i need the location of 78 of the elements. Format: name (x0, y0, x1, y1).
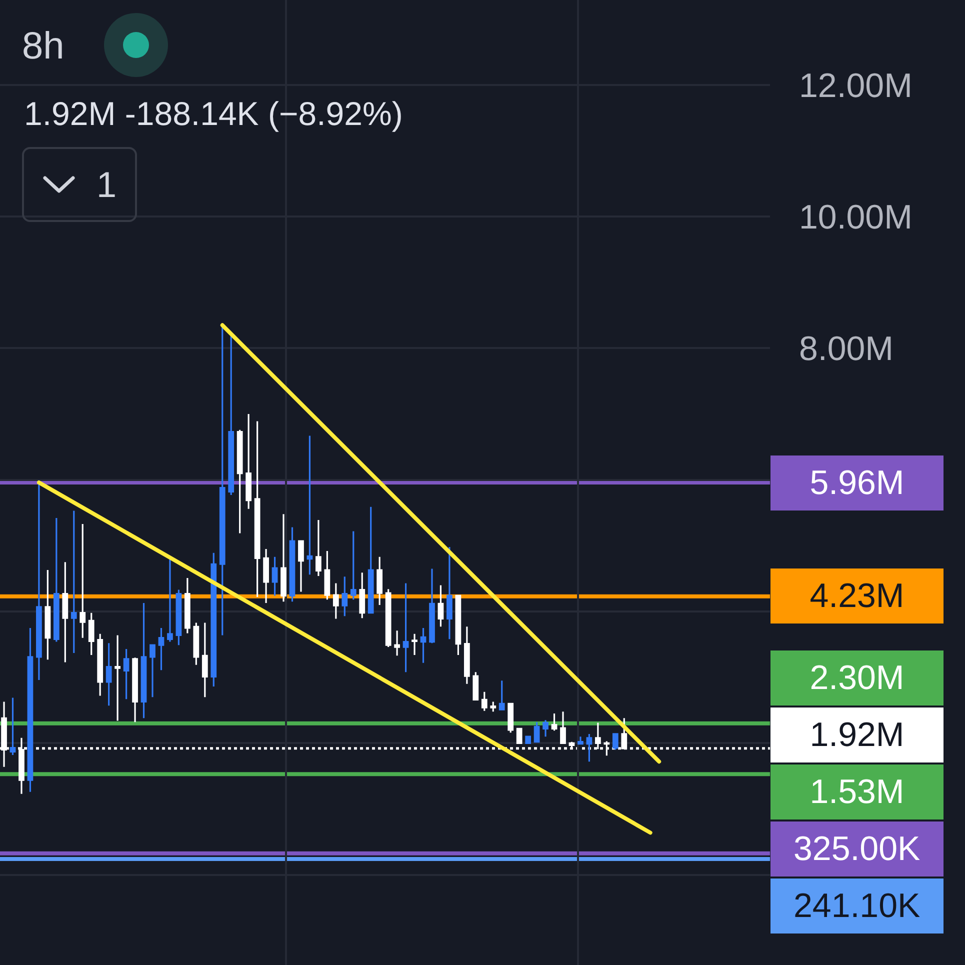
candlestick (27, 627, 34, 793)
candlestick (525, 736, 531, 745)
ref-line-label: 4.23M (810, 577, 904, 615)
candlestick (236, 429, 243, 534)
candlestick (446, 546, 452, 640)
candlestick (376, 556, 383, 606)
candlestick (140, 602, 147, 719)
ref-line-label: 1.92M (810, 716, 904, 754)
text: 8h (22, 25, 64, 68)
text: 1.92M -188.14K (−8.92%) (24, 95, 403, 132)
ref-line-label: 2.30M (810, 659, 904, 697)
candlestick (88, 612, 94, 656)
candlestick (455, 594, 462, 656)
candlestick (394, 630, 400, 656)
candlestick (316, 519, 322, 577)
candlestick (498, 680, 505, 710)
candlestick (402, 582, 409, 673)
candlestick (551, 712, 558, 732)
candlestick (193, 622, 200, 666)
candlestick (36, 482, 42, 681)
y-tick-label: 10.00M (799, 198, 912, 236)
candlestick (508, 702, 514, 734)
candlestick (62, 561, 68, 663)
candlestick (350, 530, 356, 600)
candlestick (70, 510, 77, 654)
candlestick (332, 582, 339, 620)
candlestick (263, 548, 269, 604)
candlestick (53, 517, 60, 643)
candlestick (359, 572, 366, 619)
candlestick (132, 656, 138, 723)
candlestick (368, 506, 374, 614)
candlestick (472, 671, 479, 701)
candlestick (123, 648, 130, 700)
candlestick (560, 710, 566, 744)
candlestick (44, 569, 51, 660)
candlestick (420, 627, 426, 664)
candlestick (272, 556, 278, 597)
candlestick (324, 550, 330, 600)
candlestick (150, 644, 156, 698)
candlestick (97, 633, 104, 697)
candlestick (438, 584, 444, 628)
candlestick (246, 413, 252, 510)
candlestick (481, 691, 488, 712)
candlestick (306, 434, 313, 576)
candlestick (176, 589, 182, 646)
candlestick (158, 627, 164, 671)
candlestick (412, 633, 418, 656)
candlestick (10, 696, 16, 756)
candlestick (210, 552, 217, 688)
ref-line-label: 1.53M (810, 773, 904, 811)
candlestick (280, 513, 286, 602)
y-tick-label: 12.00M (799, 66, 912, 105)
candlestick (80, 523, 86, 639)
candlestick (385, 588, 392, 648)
candlestick (612, 733, 618, 751)
candlestick (578, 736, 584, 745)
ref-line-label: 5.96M (810, 464, 904, 502)
candlestick (464, 626, 470, 685)
candlestick (114, 634, 120, 722)
candlestick (516, 728, 522, 745)
y-tick-label: 8.00M (799, 330, 894, 368)
ref-line-label: 241.10K (794, 887, 920, 925)
candlestick (202, 622, 208, 698)
candlestick (342, 576, 348, 617)
candlestick (254, 420, 260, 598)
candlestick (298, 540, 304, 593)
candlestick (289, 526, 296, 602)
candlestick (184, 577, 190, 634)
toggle-button: 1 (22, 147, 137, 222)
candlestick (429, 568, 435, 644)
candlestick (490, 700, 496, 712)
candlestick (586, 733, 592, 762)
candlestick (228, 334, 234, 496)
candlestick (542, 719, 548, 738)
ref-line-label: 325.00K (794, 830, 920, 868)
candlestick (106, 642, 112, 706)
candlestick (534, 721, 540, 743)
annotation: 1 (96, 164, 117, 206)
